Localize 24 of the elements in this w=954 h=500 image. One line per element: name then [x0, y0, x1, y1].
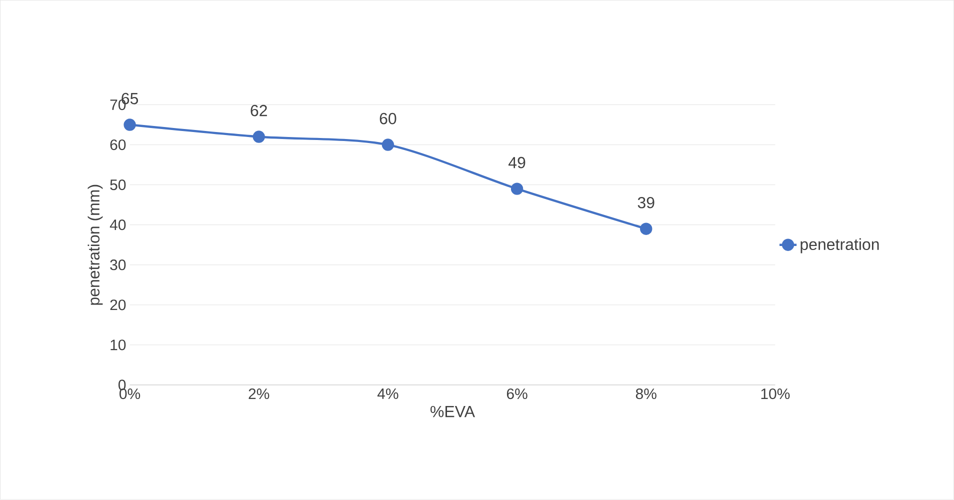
data-label: 60	[380, 113, 396, 124]
x-tick-label: 6%	[506, 388, 528, 400]
y-tick-label: 10	[110, 340, 126, 350]
y-axis-title: penetration (mm)	[88, 185, 103, 305]
y-tick-label: 40	[110, 220, 126, 230]
data-label: 62	[250, 105, 267, 116]
point	[252, 130, 265, 144]
x-tick-label: 0%	[120, 388, 140, 400]
y-tick-label: 50	[110, 180, 126, 190]
y-tick-label: 30	[110, 260, 126, 270]
y-tick-label: 60	[110, 140, 126, 150]
x-tick-label: 2%	[248, 388, 270, 400]
x-tick-label: 4%	[377, 388, 398, 400]
data-label: 39	[638, 197, 654, 208]
y-tick-label: 20	[110, 300, 126, 310]
x-tick-label: 10%	[761, 388, 790, 400]
point	[382, 138, 394, 152]
legend-label: penetration	[800, 238, 879, 254]
data-label: 49	[508, 157, 526, 168]
x-tick-label: 8%	[636, 388, 656, 400]
point	[640, 222, 652, 236]
x-axis-title: %EVA	[430, 406, 475, 418]
point	[510, 182, 524, 196]
point	[124, 118, 136, 132]
